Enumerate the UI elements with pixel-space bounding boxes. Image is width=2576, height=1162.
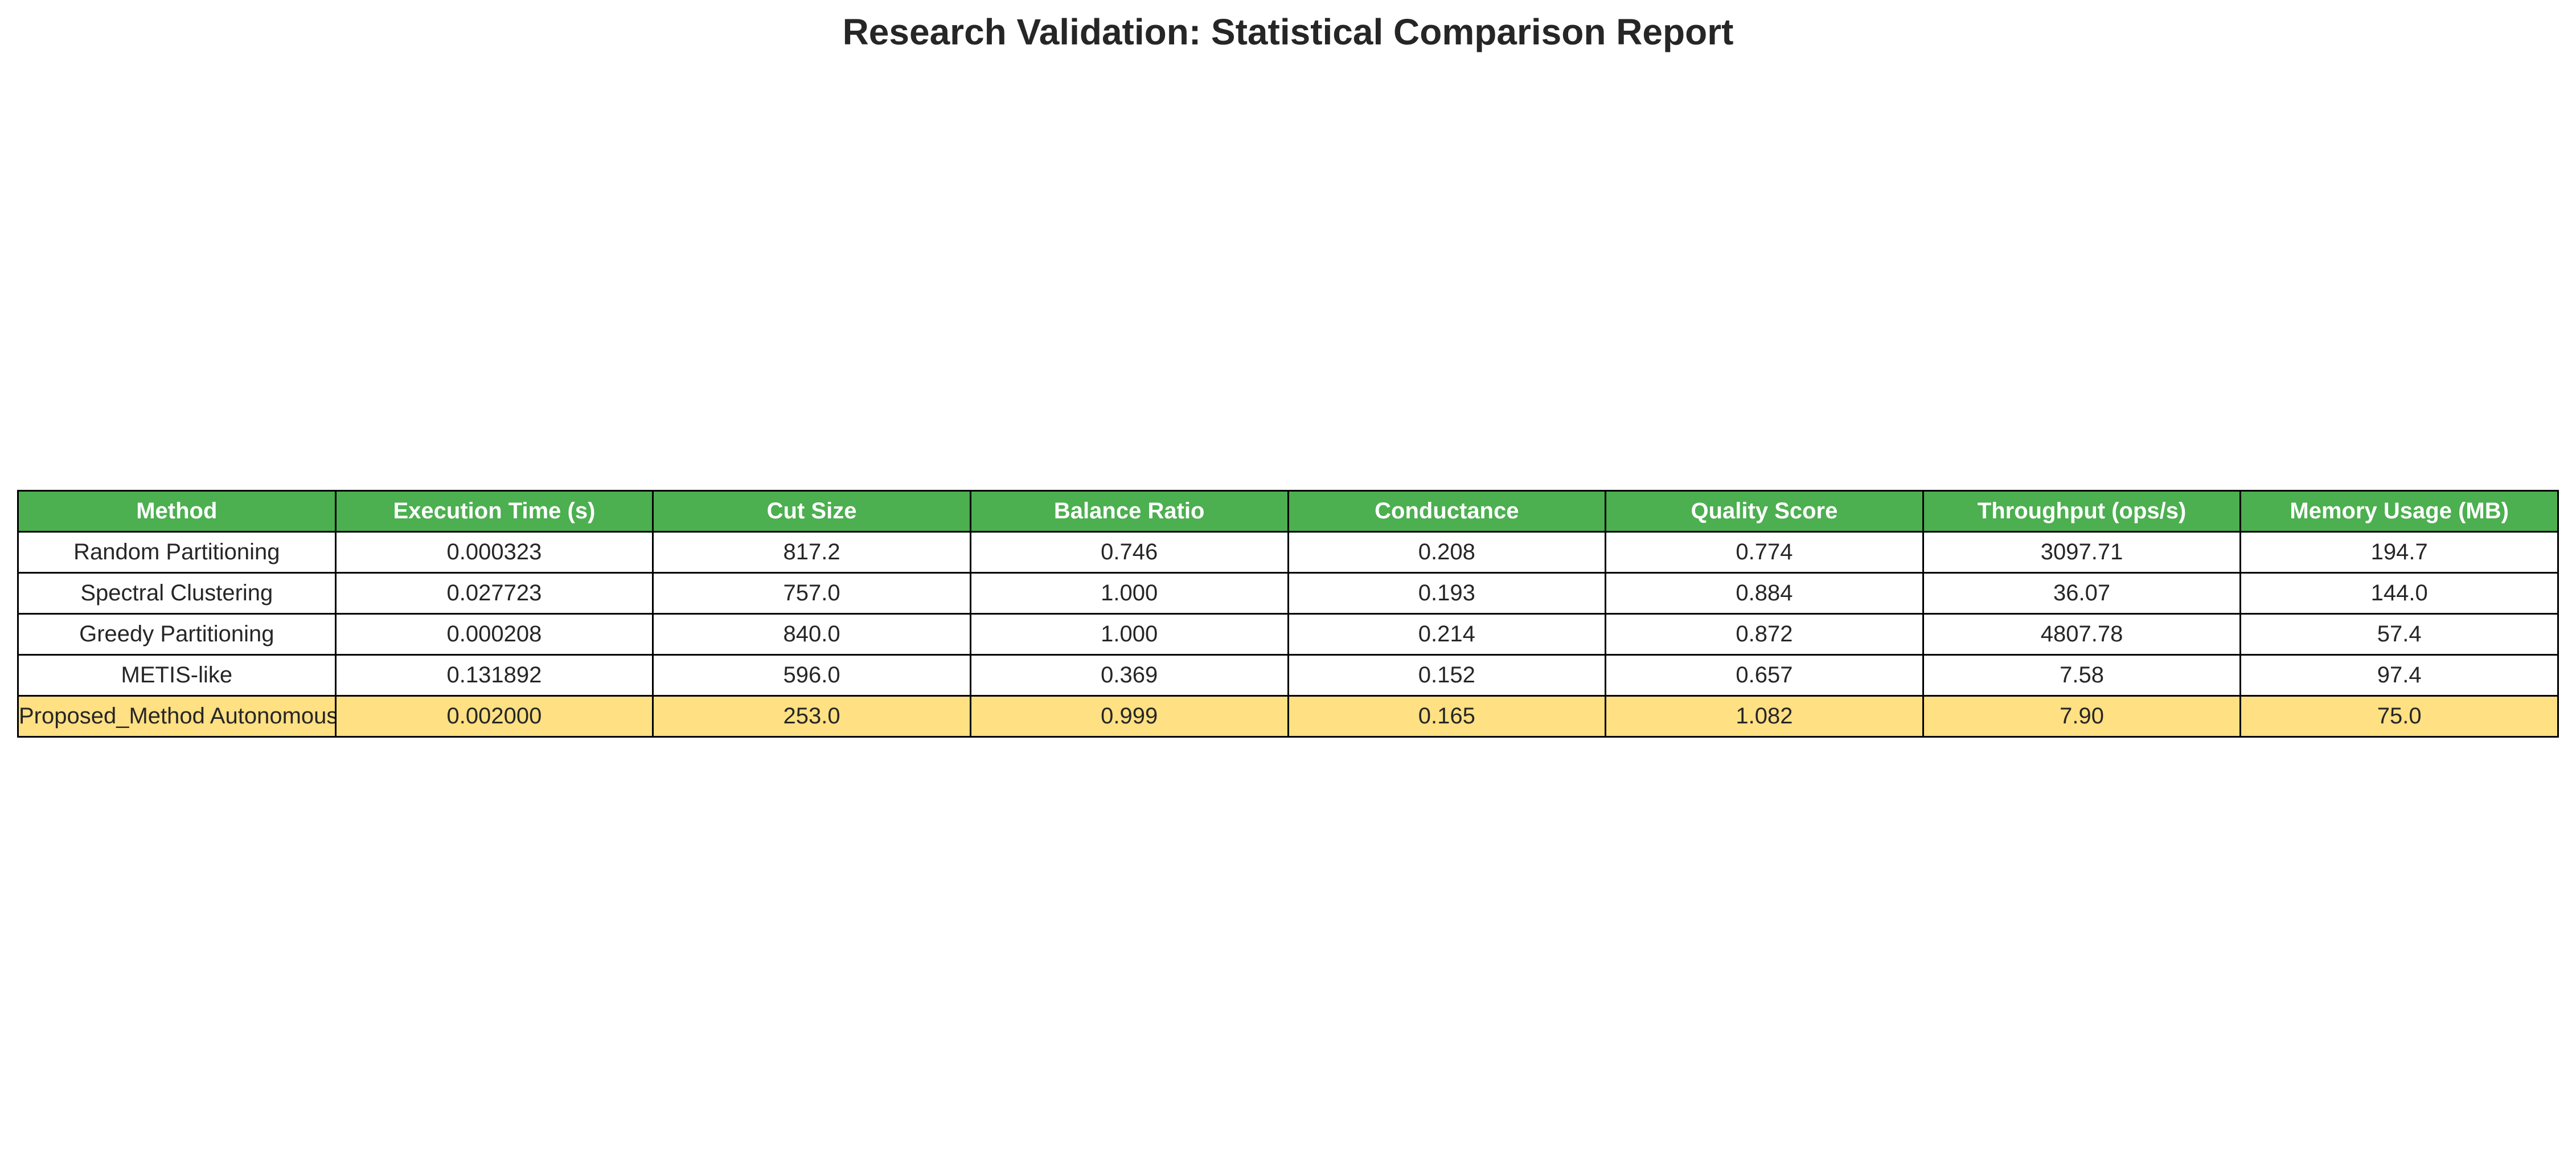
table-row: Greedy Partitioning 0.000208 840.0 1.000 0.2…	[17, 613, 2559, 656]
value-cell: 0.208	[1287, 531, 1607, 574]
table-body: Random Partitioning 0.000323 817.2 0.746 0.2…	[17, 531, 2559, 738]
value-cell: 0.000323	[334, 531, 654, 574]
value-cell: 0.152	[1287, 654, 1607, 697]
method-label: METIS-like	[121, 662, 233, 688]
value-cell: 0.657	[1605, 654, 1924, 697]
table-header-row: Method Execution Time (s) Cut Size Balan…	[17, 490, 2559, 533]
table-row: METIS-like 0.131892 596.0 0.369 0.152 0.657 7.…	[17, 654, 2559, 697]
method-cell: Greedy Partitioning	[17, 613, 337, 656]
value-cell: 0.999	[969, 695, 1289, 738]
value-cell: 0.027723	[334, 572, 654, 615]
table-row-highlighted: Proposed_Method Autonomous Sy0.002000253…	[17, 695, 2559, 738]
value-cell: 1.082	[1605, 695, 1924, 738]
column-header-cut-size: Cut Size	[652, 490, 971, 533]
value-cell: 1.000	[969, 572, 1289, 615]
column-header-conductance: Conductance	[1287, 490, 1607, 533]
value-cell: 144.0	[2239, 572, 2559, 615]
value-cell: 596.0	[652, 654, 971, 697]
value-cell: 0.872	[1605, 613, 1924, 656]
value-cell: 0.131892	[334, 654, 654, 697]
value-cell: 7.90	[1922, 695, 2242, 738]
value-cell: 36.07	[1922, 572, 2242, 615]
method-label: Proposed_Method Autonomous Sy	[19, 703, 336, 729]
table-row: Spectral Clustering 0.027723 757.0 1.000 0.1…	[17, 572, 2559, 615]
column-header-balance-ratio: Balance Ratio	[969, 490, 1289, 533]
value-cell: 0.193	[1287, 572, 1607, 615]
value-cell: 253.0	[652, 695, 971, 738]
method-label: Spectral Clustering	[80, 580, 273, 605]
value-cell: 4807.78	[1922, 613, 2242, 656]
column-header-memory-usage: Memory Usage (MB)	[2239, 490, 2559, 533]
value-cell: 817.2	[652, 531, 971, 574]
value-cell: 0.214	[1287, 613, 1607, 656]
chart-title: Research Validation: Statistical Compari…	[842, 11, 1734, 52]
value-cell: 75.0	[2239, 695, 2559, 738]
value-cell: 0.165	[1287, 695, 1607, 738]
value-cell: 757.0	[652, 572, 971, 615]
method-cell: Random Partitioning	[17, 531, 337, 574]
column-header-quality-score: Quality Score	[1605, 490, 1924, 533]
method-label: Greedy Partitioning	[79, 621, 274, 647]
value-cell: 0.884	[1605, 572, 1924, 615]
value-cell: 0.002000	[334, 695, 654, 738]
method-cell: Spectral Clustering	[17, 572, 337, 615]
value-cell: 57.4	[2239, 613, 2559, 656]
value-cell: 840.0	[652, 613, 971, 656]
value-cell: 0.369	[969, 654, 1289, 697]
value-cell: 97.4	[2239, 654, 2559, 697]
method-label: Random Partitioning	[73, 539, 280, 564]
value-cell: 1.000	[969, 613, 1289, 656]
comparison-table: Method Execution Time (s) Cut Size Balan…	[17, 490, 2559, 738]
column-header-execution-time: Execution Time (s)	[334, 490, 654, 533]
value-cell: 7.58	[1922, 654, 2242, 697]
value-cell: 194.7	[2239, 531, 2559, 574]
method-cell: METIS-like	[17, 654, 337, 697]
value-cell: 0.746	[969, 531, 1289, 574]
value-cell: 0.000208	[334, 613, 654, 656]
value-cell: 3097.71	[1922, 531, 2242, 574]
column-header-method: Method	[17, 490, 337, 533]
value-cell: 0.774	[1605, 531, 1924, 574]
method-cell: Proposed_Method Autonomous Sy	[17, 695, 337, 738]
table-row: Random Partitioning 0.000323 817.2 0.746 0.2…	[17, 531, 2559, 574]
column-header-throughput: Throughput (ops/s)	[1922, 490, 2242, 533]
